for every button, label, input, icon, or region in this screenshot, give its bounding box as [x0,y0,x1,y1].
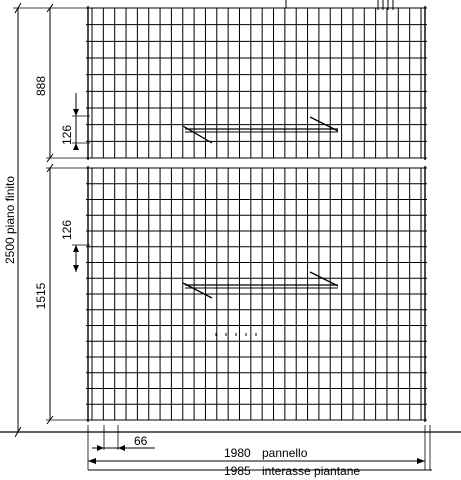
upper-height-dimension [46,3,86,163]
upper-panel [86,6,427,160]
mesh-spacing-lower-dimension [72,244,90,272]
panel-width-dimension [88,458,425,464]
post-spacing-text: interasse piantane [262,464,360,478]
lower-panel [86,166,427,422]
mesh-spacing-lower-label: 126 [60,220,74,240]
lower-height-dimension [46,163,86,425]
lower-height-label: 1515 [34,282,48,309]
post-stubs [285,0,394,10]
wire-spacing-dimension [92,445,155,451]
mesh-spacing-upper-dimension [72,93,90,150]
mesh-spacing-upper-label: 126 [60,125,74,145]
panel-width-text: pannello [262,446,308,460]
total-height-label: 2500 piano finito [3,176,17,264]
upper-height-label: 888 [34,76,48,96]
panel-width-value: 1980 [224,446,251,460]
lower-fixing-bar [182,271,339,299]
wire-spacing-label: 66 [134,434,148,448]
post-spacing-value: 1985 [224,464,251,478]
small-tick-marks [215,333,257,336]
upper-fixing-bar [182,116,339,144]
bottom-extension-lines [87,425,431,470]
